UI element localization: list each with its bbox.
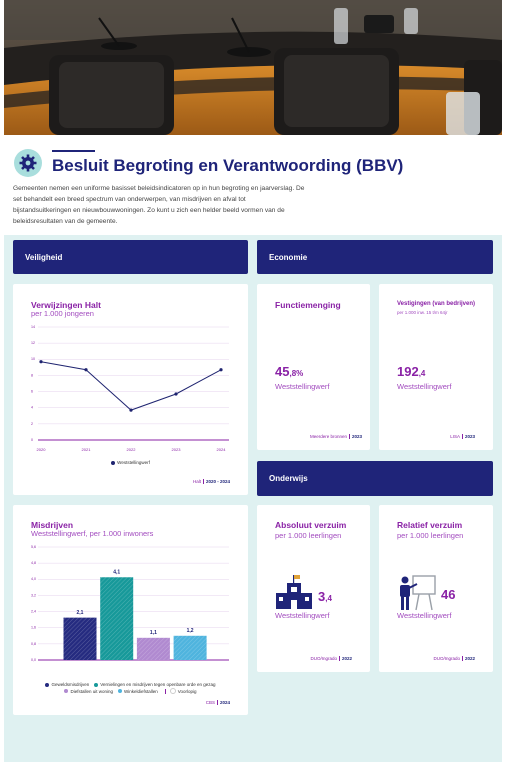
kpi-title: Functiemenging (275, 300, 341, 310)
kpi-area: Weststellingwerf (275, 382, 330, 391)
intro-text: Gemeenten nemen een uniforme basisset be… (13, 185, 305, 225)
source: Meerdere bronnen 2023 (310, 434, 362, 439)
legend-item: Winkeldiefstallen (118, 688, 158, 694)
legend-item: Vernielingen en misdrijven tegen openbar… (94, 682, 216, 687)
kpi-area: Weststellingwerf (275, 611, 330, 620)
kpi-title: Absoluut verzuim (275, 520, 347, 530)
legend-label: Voorlopig (177, 688, 197, 694)
header-icon (14, 149, 42, 177)
chart-title: Verwijzingen Halt (31, 300, 101, 310)
source-year: 2023 (464, 434, 475, 439)
section-header: Onderwijs (257, 461, 493, 496)
source: DUO/Ingrado 2022 (310, 656, 352, 661)
source: DUO/Ingrado 2022 (433, 656, 475, 661)
legend-item: Geweldsmisdrijven (45, 682, 89, 687)
legend-swatch (169, 688, 176, 694)
section-header: Veiligheid (13, 240, 248, 274)
source-name: Halt (192, 479, 201, 484)
source: Halt 2020 - 2024 (193, 479, 230, 484)
legend-label: Vernielingen en misdrijven tegen openbar… (100, 682, 216, 687)
kpi-value-main: 45 (275, 364, 290, 379)
kpi-title: Vestigingen (van bedrijven) (397, 301, 476, 307)
chart-card: Verwijzingen Halt per 1.000 jongeren Wes… (13, 284, 248, 495)
legend-swatch (118, 689, 122, 693)
title-accent (52, 150, 95, 152)
header-photo (4, 0, 502, 135)
source-name: DUO/Ingrado (433, 656, 460, 661)
source-year: 2024 (219, 700, 230, 705)
kpi-card: Absoluut verzuim per 1.000 leerlingen 3,… (257, 505, 370, 672)
kpi-subtitle: per 1.000 inw. 15 t/m 64jr (397, 310, 448, 315)
legend-label: Diefstallen uit woning (70, 688, 113, 694)
source: LISA 2023 (450, 434, 475, 439)
source-year: 2020 - 2024 (205, 479, 230, 484)
kpi-value-main: 46 (441, 587, 456, 602)
legend: Geweldsmisdrijven Vernielingen en misdrij… (23, 682, 238, 694)
legend-item: Diefstallen uit woning (64, 688, 113, 694)
teacher-icon (400, 575, 436, 611)
legend-label: Geweldsmisdrijven (51, 682, 90, 687)
source-name: LISA (450, 434, 460, 439)
source-name: DUO/Ingrado (310, 656, 337, 661)
kpi-value-suffix: ,4 (325, 594, 332, 603)
chart-card: Misdrijven Weststellingwerf, per 1.000 i… (13, 505, 248, 715)
legend-swatch (111, 460, 116, 465)
kpi-card: Relatief verzuim per 1.000 leerlingen 46… (379, 505, 493, 672)
kpi-area: Weststellingwerf (397, 382, 452, 391)
legend-item: Weststellingwerf (111, 460, 150, 465)
legend-swatch (64, 689, 69, 693)
legend: Weststellingwerf (13, 460, 248, 465)
source-year: 2022 (341, 656, 352, 661)
kpi-area: Weststellingwerf (397, 611, 452, 620)
source: CBS 2024 (206, 700, 230, 705)
source-year: 2023 (351, 434, 362, 439)
legend-label: Weststellingwerf (117, 460, 150, 465)
kpi-value-main: 3 (318, 589, 326, 604)
legend-swatch (94, 682, 99, 687)
kpi-value-suffix: ,8% (289, 369, 304, 378)
school-icon (276, 575, 312, 609)
legend-item: Voorlopig (163, 688, 197, 694)
source-name: CBS (205, 700, 215, 705)
kpi-title: Relatief verzuim (397, 520, 463, 530)
chart-subtitle: per 1.000 jongeren (31, 309, 94, 318)
page-title: Besluit Begroting en Verantwoording (BBV… (52, 156, 404, 175)
section-header: Economie (257, 240, 493, 274)
legend-swatch (45, 682, 50, 687)
kpi-subtitle: per 1.000 leerlingen (397, 531, 464, 540)
kpi-value: 45,8% (275, 364, 303, 379)
kpi-value: 46 (441, 587, 455, 602)
kpi-value: 3,4 (318, 589, 332, 604)
legend-separator (164, 688, 166, 694)
kpi-subtitle: per 1.000 leerlingen (275, 531, 342, 540)
legend-label: Winkeldiefstallen (124, 688, 158, 694)
kpi-value-main: 192 (397, 364, 419, 379)
source-year: 2022 (464, 656, 475, 661)
chart-subtitle: Weststellingwerf, per 1.000 inwoners (31, 529, 154, 538)
kpi-value-suffix: ,4 (418, 369, 426, 378)
kpi-value: 192,4 (397, 364, 425, 379)
kpi-card: Functiemenging 45,8% Weststellingwerf Me… (257, 284, 370, 450)
kpi-card: Vestigingen (van bedrijven) per 1.000 in… (379, 284, 493, 450)
source-name: Meerdere bronnen (309, 434, 347, 439)
chart-title: Misdrijven (31, 520, 74, 530)
